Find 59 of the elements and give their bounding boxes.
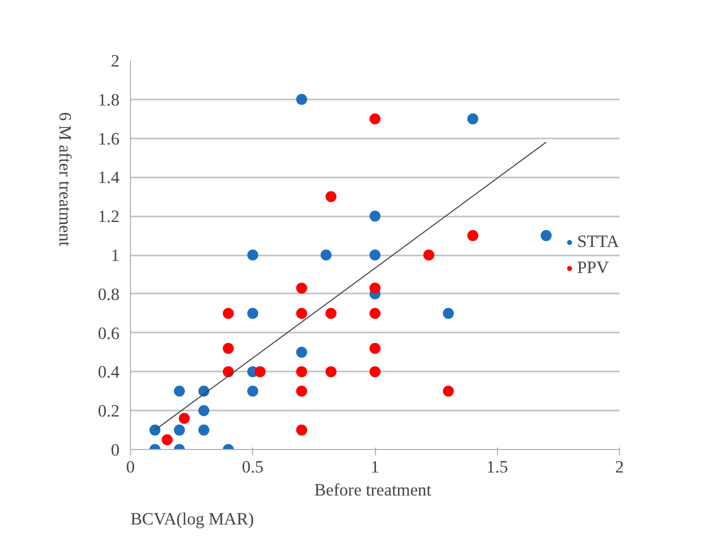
- legend-label: STTA: [577, 232, 619, 252]
- point: [370, 282, 380, 294]
- y-tick-label: 1: [110, 246, 120, 265]
- text: BCVA(log MAR): [130, 510, 254, 528]
- y-tick-label: 0.2: [98, 402, 120, 421]
- point: [222, 366, 234, 378]
- point: [442, 386, 454, 397]
- point: [198, 405, 210, 416]
- point: [423, 250, 434, 260]
- point: [222, 342, 234, 354]
- y-tick-label: 0: [110, 440, 120, 460]
- x-tick-label: 2: [615, 458, 624, 476]
- point: [296, 346, 308, 358]
- y-tick-label: 0.4: [98, 362, 120, 382]
- point: [370, 210, 380, 222]
- x-tick-label: 0: [126, 458, 135, 476]
- y-axis-title: 6 M after treatment: [55, 112, 74, 247]
- y-tick-label: 1.6: [98, 129, 120, 148]
- point: [442, 308, 454, 319]
- point: [222, 308, 234, 319]
- y-tick-label: 2: [110, 52, 120, 70]
- point: [540, 230, 552, 242]
- point: [149, 424, 160, 436]
- point: [198, 424, 210, 436]
- point: [370, 366, 380, 378]
- point: [247, 386, 258, 397]
- point: [467, 230, 478, 242]
- point: [370, 342, 380, 354]
- point: [296, 94, 308, 105]
- y-tick-label: 0.8: [98, 284, 120, 304]
- point: [325, 308, 336, 319]
- point: [247, 250, 258, 260]
- x-axis-title: Before treatment: [314, 480, 432, 500]
- point: [296, 386, 308, 397]
- point: [162, 434, 173, 446]
- y-tick-label: 1.8: [98, 90, 120, 110]
- x-tick-label: 1: [370, 458, 380, 476]
- y-tick-label: 1.2: [98, 207, 120, 226]
- x-tick-label: 1.5: [486, 458, 508, 476]
- point: [178, 412, 190, 424]
- point: [467, 113, 478, 124]
- point: [296, 308, 308, 319]
- point: [370, 308, 380, 319]
- point: [254, 366, 266, 378]
- point: [325, 191, 336, 202]
- y-tick-label: 1.4: [98, 168, 120, 188]
- point: [296, 366, 308, 378]
- point: [174, 386, 185, 397]
- point: [296, 282, 308, 294]
- point: [325, 366, 336, 378]
- point: [370, 250, 380, 260]
- x-tick-label: 0.5: [242, 458, 264, 476]
- legend-label: PPV: [577, 258, 609, 278]
- point: [247, 308, 258, 319]
- point: [296, 424, 308, 436]
- point: [174, 424, 185, 436]
- point: [370, 113, 380, 124]
- point: [320, 250, 332, 260]
- y-tick-label: 0.6: [98, 324, 120, 343]
